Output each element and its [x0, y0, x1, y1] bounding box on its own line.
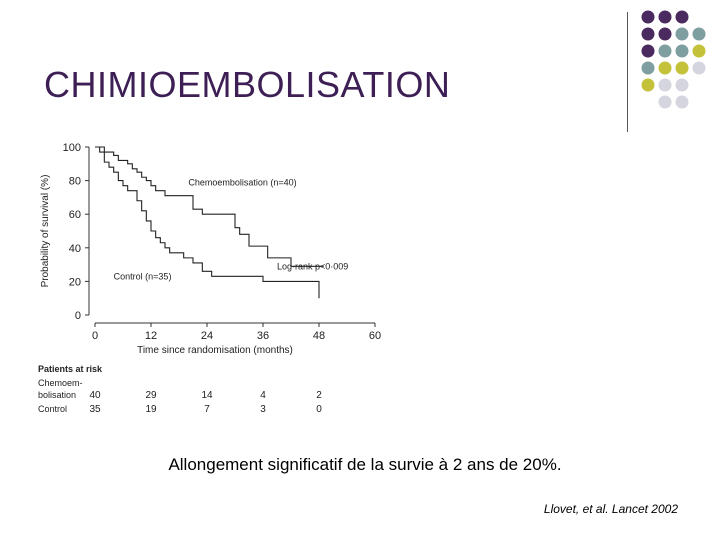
- decorative-dot: [658, 95, 672, 109]
- decorative-dot: [692, 61, 706, 75]
- at-risk-row-label: Control: [38, 404, 67, 414]
- at-risk-value: 14: [201, 390, 213, 401]
- decorative-dot: [675, 78, 689, 92]
- chart-annotation: Log-rank p<0·009: [277, 262, 348, 272]
- decorative-dot: [658, 27, 672, 41]
- annotation-group: Chemoembolisation (n=40) Log-rank p<0·009…: [114, 178, 349, 282]
- chart-axes: [88, 147, 375, 324]
- at-risk-value: 0: [316, 404, 322, 415]
- y-tick-label: 0: [75, 310, 81, 322]
- decorative-dot: [658, 61, 672, 75]
- citation: Llovet, et al. Lancet 2002: [543, 502, 678, 516]
- y-tick-label: 20: [69, 276, 81, 288]
- series-line-chemoembolisation: [95, 146, 324, 267]
- decorative-dot: [658, 78, 672, 92]
- decorative-dot: [641, 78, 655, 92]
- x-tick-label: 24: [201, 330, 213, 342]
- x-ticks: 0 12 24 36 48 60: [92, 323, 381, 342]
- decorative-dot: [692, 44, 706, 58]
- x-tick-label: 36: [257, 330, 269, 342]
- y-tick-label: 40: [69, 243, 81, 255]
- at-risk-value: 7: [204, 404, 210, 415]
- at-risk-row-label: Chemoem-: [38, 378, 83, 388]
- decorative-dot: [658, 10, 672, 24]
- x-tick-label: 60: [369, 330, 381, 342]
- decorative-dot: [675, 44, 689, 58]
- chart-annotation: Control (n=35): [114, 272, 172, 282]
- y-tick-label: 100: [63, 142, 81, 154]
- at-risk-value: 19: [145, 404, 157, 415]
- at-risk-value: 3: [260, 404, 266, 415]
- chart-annotation: Chemoembolisation (n=40): [188, 178, 296, 188]
- decorative-dot: [675, 61, 689, 75]
- decorative-dot: [675, 95, 689, 109]
- decorative-dot: [658, 44, 672, 58]
- series-line-control: [95, 146, 320, 299]
- series-group: [95, 146, 324, 299]
- at-risk-row-label: bolisation: [38, 390, 76, 400]
- x-axis-label: Time since randomisation (months): [137, 345, 293, 356]
- slide-caption: Allongement significatif de la survie à …: [168, 455, 562, 474]
- y-ticks: 0 20 40 60 80 100: [63, 142, 89, 322]
- at-risk-value: 4: [260, 390, 266, 401]
- slide-title: CHIMIOEMBOLISATION: [44, 64, 451, 105]
- at-risk-header: Patients at risk: [38, 364, 103, 374]
- at-risk-value: 35: [89, 404, 101, 415]
- decorative-dot: [641, 27, 655, 41]
- decorative-dot: [675, 27, 689, 41]
- x-tick-label: 12: [145, 330, 157, 342]
- y-axis-label: Probability of survival (%): [40, 175, 51, 288]
- at-risk-value: 2: [316, 390, 322, 401]
- title-divider: [627, 12, 628, 132]
- decorative-dot-grid: [641, 10, 706, 109]
- decorative-dot: [692, 27, 706, 41]
- decorative-dot: [675, 10, 689, 24]
- y-tick-label: 60: [69, 209, 81, 221]
- y-tick-label: 80: [69, 176, 81, 188]
- at-risk-value: 40: [89, 390, 101, 401]
- decorative-dot: [641, 44, 655, 58]
- x-tick-label: 0: [92, 330, 98, 342]
- decorative-dot: [641, 10, 655, 24]
- at-risk-value: 29: [145, 390, 157, 401]
- decorative-dot: [641, 61, 655, 75]
- x-tick-label: 48: [313, 330, 325, 342]
